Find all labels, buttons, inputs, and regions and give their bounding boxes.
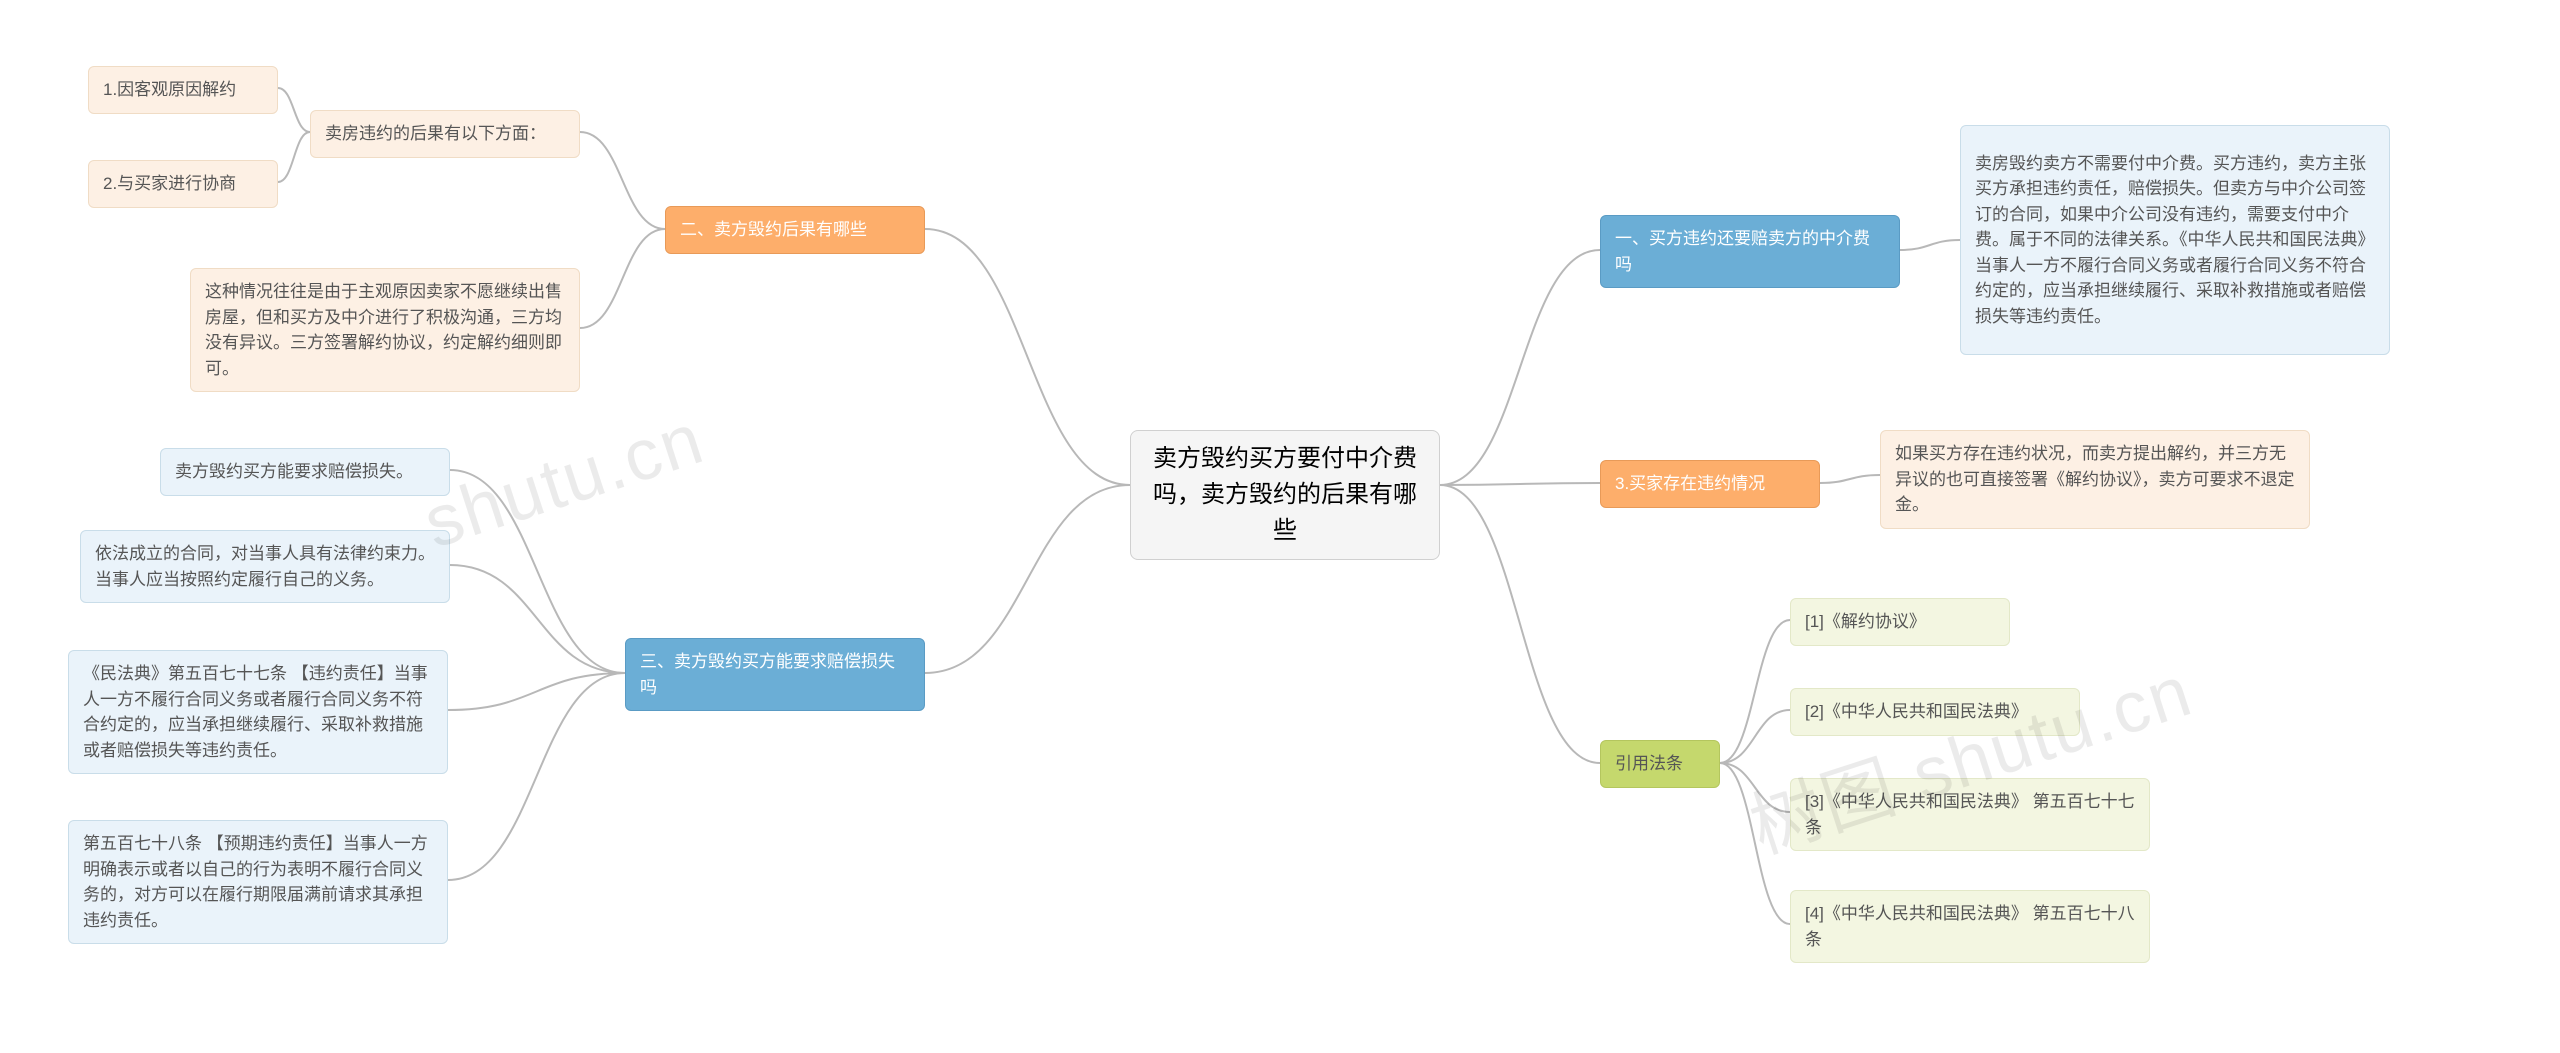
edge-l2-l2a bbox=[450, 470, 625, 673]
node-r2: 3.买家存在违约情况 bbox=[1600, 460, 1820, 508]
edge-l2-l2b bbox=[450, 565, 625, 673]
node-r2a: 如果买方存在违约状况，而卖方提出解约，并三方无异议的也可直接签署《解约协议》，卖… bbox=[1880, 430, 2310, 529]
edge-center-l2 bbox=[925, 485, 1130, 673]
edge-center-r1 bbox=[1440, 250, 1600, 485]
node-l2d: 第五百七十八条 【预期违约责任】当事人一方明确表示或者以自己的行为表明不履行合同… bbox=[68, 820, 448, 944]
node-l1a2: 2.与买家进行协商 bbox=[88, 160, 278, 208]
edge-r2-r2a bbox=[1820, 475, 1880, 483]
edge-r3-r3c bbox=[1720, 763, 1790, 812]
node-r1: 一、买方违约还要赔卖方的中介费吗 bbox=[1600, 215, 1900, 288]
edge-l1a-l1a1 bbox=[278, 88, 310, 132]
edge-l1-l1a bbox=[580, 132, 665, 229]
edge-r3-r3a bbox=[1720, 620, 1790, 763]
edge-center-l1 bbox=[925, 229, 1130, 485]
edge-l1-l1b bbox=[580, 229, 665, 328]
edge-r3-r3d bbox=[1720, 763, 1790, 924]
node-l1a1: 1.因客观原因解约 bbox=[88, 66, 278, 114]
node-r3a: [1]《解约协议》 bbox=[1790, 598, 2010, 646]
node-l2b: 依法成立的合同，对当事人具有法律约束力。当事人应当按照约定履行自己的义务。 bbox=[80, 530, 450, 603]
node-r3b: [2]《中华人民共和国民法典》 bbox=[1790, 688, 2080, 736]
node-l1b: 这种情况往往是由于主观原因卖家不愿继续出售房屋，但和买方及中介进行了积极沟通，三… bbox=[190, 268, 580, 392]
watermark-1: shutu.cn bbox=[414, 397, 713, 564]
node-l1a: 卖房违约的后果有以下方面： bbox=[310, 110, 580, 158]
edge-r1-r1a bbox=[1900, 240, 1960, 250]
edge-center-r2 bbox=[1440, 483, 1600, 485]
edge-l2-l2c bbox=[448, 673, 625, 710]
node-l2a: 卖方毁约买方能要求赔偿损失。 bbox=[160, 448, 450, 496]
edge-center-r3 bbox=[1440, 485, 1600, 763]
node-r3: 引用法条 bbox=[1600, 740, 1720, 788]
edge-l1a-l1a2 bbox=[278, 132, 310, 182]
node-l1: 二、卖方毁约后果有哪些 bbox=[665, 206, 925, 254]
node-l2: 三、卖方毁约买方能要求赔偿损失吗 bbox=[625, 638, 925, 711]
edge-r3-r3b bbox=[1720, 710, 1790, 763]
node-r3c: [3]《中华人民共和国民法典》 第五百七十七条 bbox=[1790, 778, 2150, 851]
node-center: 卖方毁约买方要付中介费吗，卖方毁约的后果有哪些 bbox=[1130, 430, 1440, 560]
node-r1a: 卖房毁约卖方不需要付中介费。买方违约，卖方主张买方承担违约责任，赔偿损失。但卖方… bbox=[1960, 125, 2390, 355]
edge-l2-l2d bbox=[448, 673, 625, 880]
node-r3d: [4]《中华人民共和国民法典》 第五百七十八条 bbox=[1790, 890, 2150, 963]
node-l2c: 《民法典》第五百七十七条 【违约责任】当事人一方不履行合同义务或者履行合同义务不… bbox=[68, 650, 448, 774]
